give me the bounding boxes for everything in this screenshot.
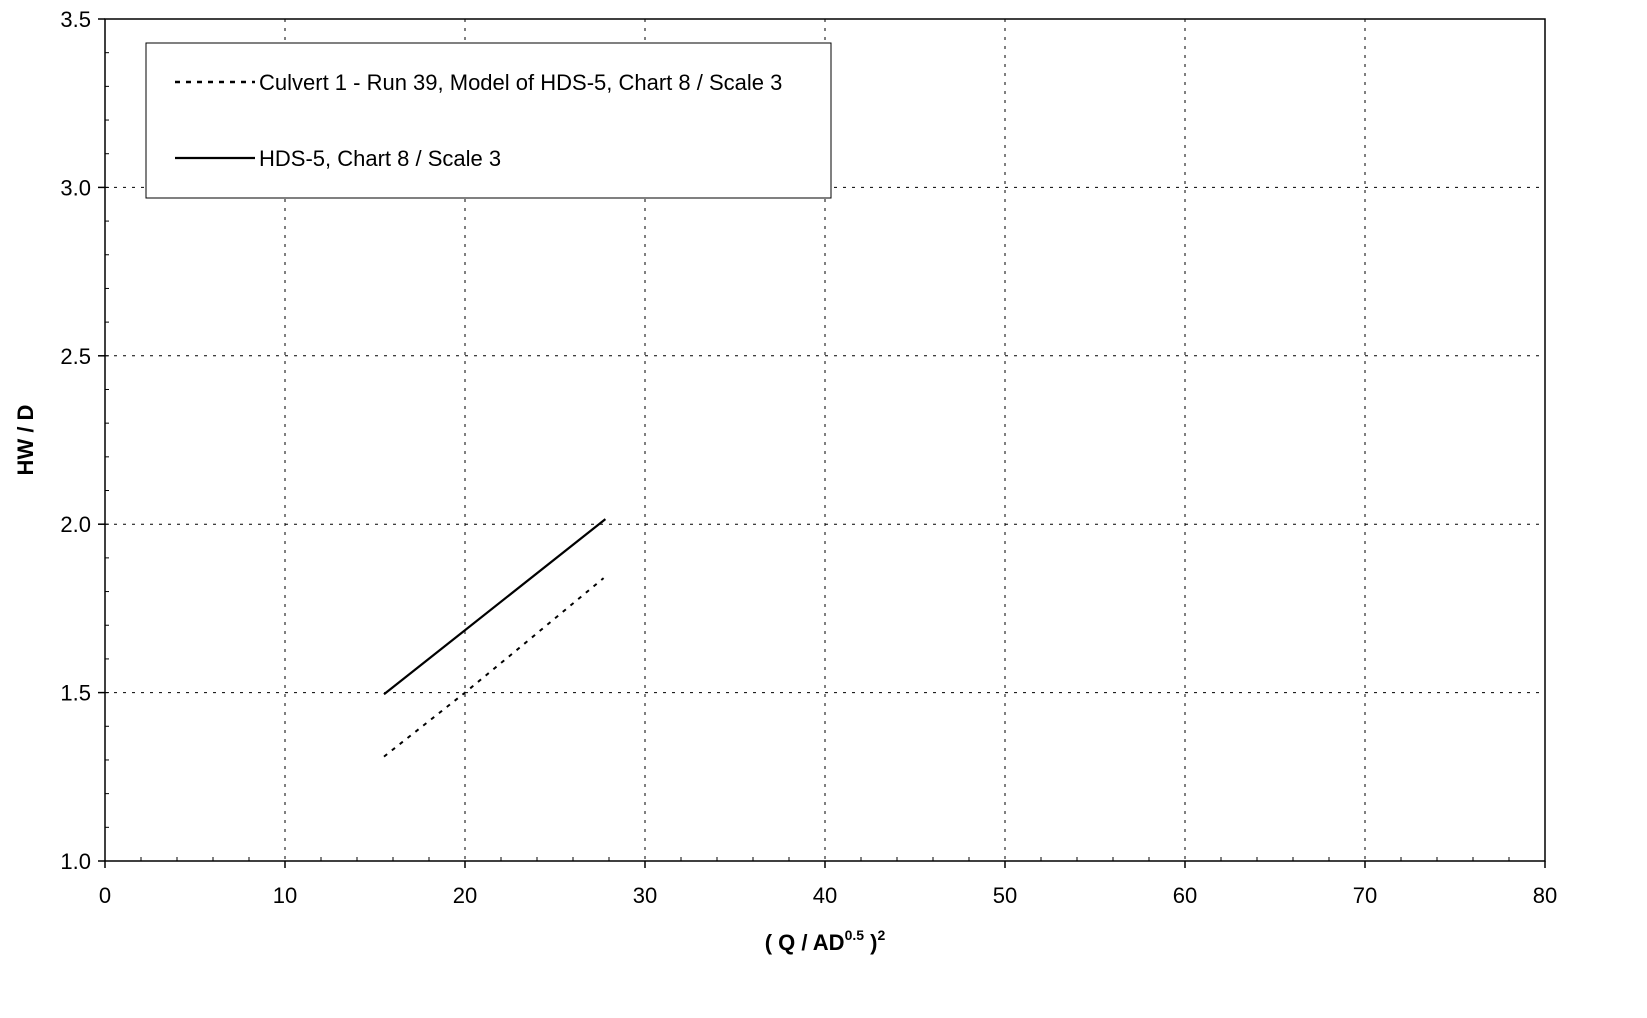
legend-box	[145, 42, 832, 199]
y-tick-label-1: 1.0	[60, 849, 91, 874]
x-tick-label-70: 70	[1353, 883, 1377, 908]
y-tick-label-2: 2.0	[60, 512, 91, 537]
x-tick-label-50: 50	[993, 883, 1017, 908]
x-axis-title-main: ( Q / AD	[765, 930, 845, 955]
y-tick-label-1.5: 1.5	[60, 681, 91, 706]
y-tick-label-3.5: 3.5	[60, 7, 91, 32]
y-tick-label-3: 3.0	[60, 175, 91, 200]
y-axis-title: HW / D	[13, 405, 38, 476]
x-tick-label-10: 10	[273, 883, 297, 908]
axis-ticks	[98, 18, 1546, 868]
x-axis-title-mid: )	[864, 930, 877, 955]
series-line-hds-5	[383, 518, 607, 696]
x-tick-label-20: 20	[453, 883, 477, 908]
series-line-culvert-run-39	[383, 577, 605, 758]
x-tick-label-0: 0	[99, 883, 111, 908]
x-tick-label-80: 80	[1533, 883, 1557, 908]
tick-labels: 0 10 20 30 40 50 60 70 80 1.0 1.5 2.0 2.5 3.0 3.5	[60, 7, 1557, 908]
x-tick-label-60: 60	[1173, 883, 1197, 908]
x-axis-title: ( Q / AD0.5 )2	[765, 927, 886, 955]
legend-label-culvert-run-39: Culvert 1 - Run 39, Model of HDS-5, Char…	[259, 70, 782, 95]
legend: Culvert 1 - Run 39, Model of HDS-5, Char…	[145, 42, 832, 199]
y-tick-label-2.5: 2.5	[60, 344, 91, 369]
x-tick-label-30: 30	[633, 883, 657, 908]
x-axis-title-sup1: 0.5	[845, 927, 865, 943]
legend-label-hds-5: HDS-5, Chart 8 / Scale 3	[259, 146, 501, 171]
x-axis-title-sup2: 2	[877, 927, 885, 943]
x-tick-label-40: 40	[813, 883, 837, 908]
series-lines	[383, 518, 607, 758]
